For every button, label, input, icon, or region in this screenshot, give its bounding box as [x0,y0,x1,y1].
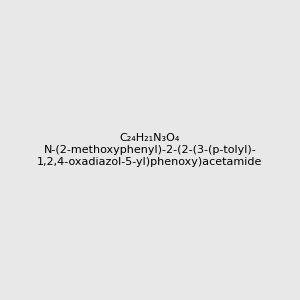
Text: C₂₄H₂₁N₃O₄
N-(2-methoxyphenyl)-2-(2-(3-(p-tolyl)-
1,2,4-oxadiazol-5-yl)phenoxy)a: C₂₄H₂₁N₃O₄ N-(2-methoxyphenyl)-2-(2-(3-(… [37,134,263,166]
